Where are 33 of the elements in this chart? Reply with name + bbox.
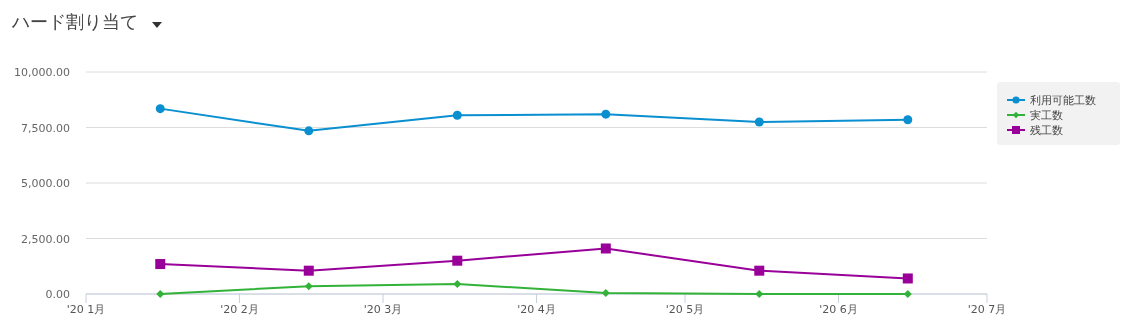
point — [304, 282, 313, 291]
x-tick-label: '20 5月 — [665, 303, 705, 316]
point — [903, 115, 913, 125]
x-tick-label: '20 6月 — [819, 303, 858, 316]
point — [155, 104, 165, 114]
point — [453, 280, 462, 289]
point — [156, 290, 165, 298]
point — [452, 110, 462, 120]
legend-label: 実工数 — [1030, 109, 1063, 122]
x-tick-label: '20 2月 — [220, 303, 259, 316]
legend-label: 利用可能工数 — [1030, 94, 1096, 107]
y-tick-label: 0.00 — [45, 288, 70, 301]
point — [600, 243, 611, 254]
point — [304, 126, 314, 136]
y-tick-label: 2,500.00 — [21, 232, 70, 246]
y-tick-label: 10,000.00 — [14, 66, 70, 79]
x-tick-label: '20 3月 — [363, 303, 403, 316]
x-tick-label: '20 4月 — [517, 303, 556, 316]
point — [754, 265, 765, 276]
point — [155, 259, 166, 270]
x-tick-label: '20 1月 — [66, 303, 106, 316]
y-tick-label: 7,500.00 — [21, 121, 70, 135]
point — [601, 288, 610, 297]
y-tick-label: 5,000.00 — [21, 177, 70, 190]
point — [303, 265, 314, 276]
chart-title: ハード割り当て — [11, 11, 138, 32]
point — [754, 117, 764, 127]
legend-label: 残工数 — [1030, 124, 1063, 137]
point — [902, 273, 913, 284]
point — [601, 109, 611, 119]
point — [755, 290, 764, 298]
x-tick-label: '20 7月 — [967, 303, 1007, 316]
point — [452, 255, 463, 266]
